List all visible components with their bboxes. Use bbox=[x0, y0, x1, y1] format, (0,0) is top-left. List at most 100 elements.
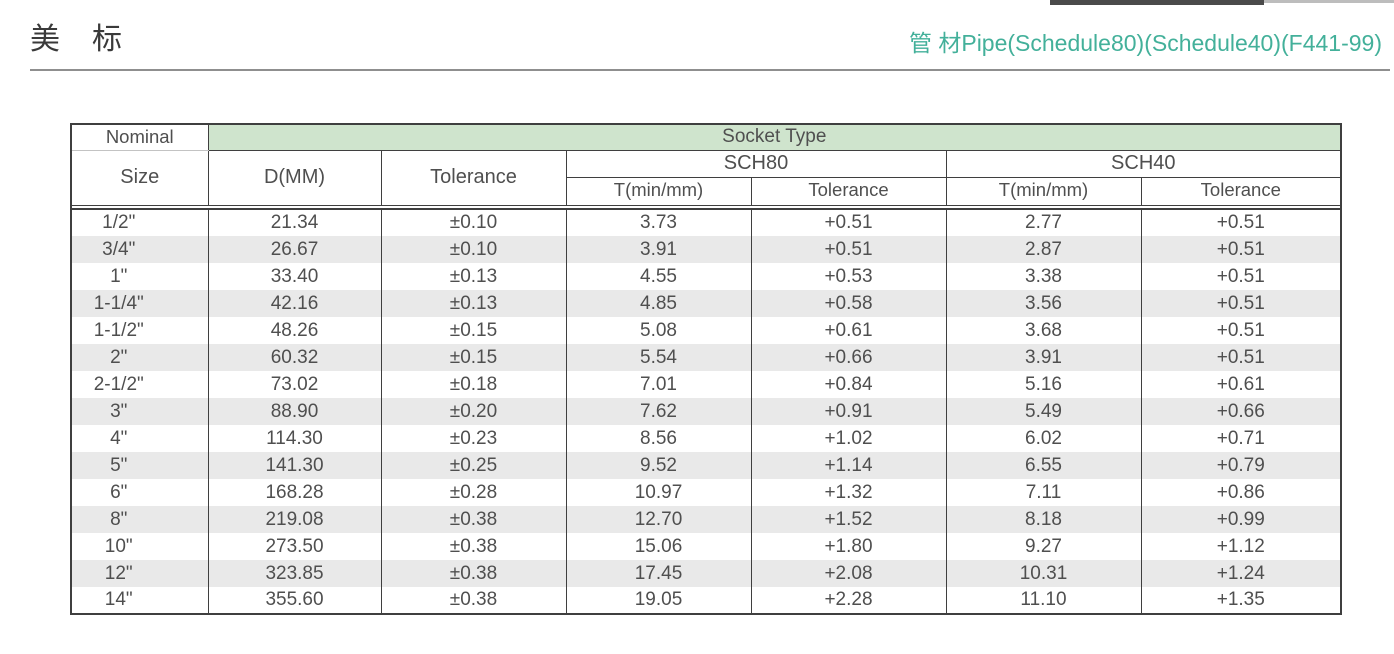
cell: ±0.38 bbox=[380, 533, 567, 560]
table-row: 4" 114.30 ±0.23 8.56 +1.02 6.02 +0.71 bbox=[70, 425, 1342, 452]
table-row: 1" 33.40 ±0.13 4.55 +0.53 3.38 +0.51 bbox=[70, 263, 1342, 290]
cell: +0.66 bbox=[750, 344, 947, 371]
table-row: 3" 88.90 ±0.20 7.62 +0.91 5.49 +0.66 bbox=[70, 398, 1342, 425]
cell: 10" bbox=[70, 533, 209, 560]
table-row: 1/2" 21.34 ±0.10 3.73 +0.51 2.77 +0.51 bbox=[70, 209, 1342, 236]
table-row: 12" 323.85 ±0.38 17.45 +2.08 10.31 +1.24 bbox=[70, 560, 1342, 587]
cell: +1.32 bbox=[750, 479, 947, 506]
cell: 4.85 bbox=[565, 290, 752, 317]
cell: +0.51 bbox=[1140, 209, 1342, 236]
cell: ±0.10 bbox=[380, 236, 567, 263]
header-sch40-tolerance: Tolerance bbox=[1140, 176, 1342, 206]
cell: 9.27 bbox=[945, 533, 1142, 560]
cell: 1-1/4" bbox=[70, 290, 209, 317]
table-row: 1-1/2" 48.26 ±0.15 5.08 +0.61 3.68 +0.51 bbox=[70, 317, 1342, 344]
cell: 2.77 bbox=[945, 209, 1142, 236]
cell: ±0.10 bbox=[380, 209, 567, 236]
header-nominal: Nominal bbox=[70, 123, 209, 151]
cell: ±0.18 bbox=[380, 371, 567, 398]
cell: 3.38 bbox=[945, 263, 1142, 290]
title-divider bbox=[30, 69, 1390, 71]
cell: 5" bbox=[70, 452, 209, 479]
cell: +1.14 bbox=[750, 452, 947, 479]
table-row: 6" 168.28 ±0.28 10.97 +1.32 7.11 +0.86 bbox=[70, 479, 1342, 506]
cell: 3/4" bbox=[70, 236, 209, 263]
cell: 1-1/2" bbox=[70, 317, 209, 344]
page-subtitle: 管 材Pipe(Schedule80)(Schedule40)(F441-99) bbox=[908, 30, 1382, 56]
cell: +0.51 bbox=[1140, 290, 1342, 317]
cell: 168.28 bbox=[207, 479, 382, 506]
cell: 9.52 bbox=[565, 452, 752, 479]
cell: 1/2" bbox=[70, 209, 209, 236]
cell: 88.90 bbox=[207, 398, 382, 425]
top-crop-bar-light bbox=[1264, 0, 1394, 3]
header-d-mm: D(MM) bbox=[207, 149, 382, 206]
cell: 5.08 bbox=[565, 317, 752, 344]
cell: 2-1/2" bbox=[70, 371, 209, 398]
cell: 14" bbox=[70, 587, 209, 614]
cell: +0.86 bbox=[1140, 479, 1342, 506]
table-header: Nominal Socket Type Size D(MM) Tolerance… bbox=[70, 123, 1342, 210]
cell: +1.52 bbox=[750, 506, 947, 533]
cell: +0.58 bbox=[750, 290, 947, 317]
cell: ±0.15 bbox=[380, 317, 567, 344]
header-socket-type: Socket Type bbox=[207, 123, 1342, 151]
cell: 3.68 bbox=[945, 317, 1142, 344]
cell: ±0.13 bbox=[380, 263, 567, 290]
page-title: 美 标 bbox=[30, 23, 123, 56]
cell: 42.16 bbox=[207, 290, 382, 317]
header-size: Size bbox=[70, 150, 209, 206]
cell: 2" bbox=[70, 344, 209, 371]
cell: 3" bbox=[70, 398, 209, 425]
table-row: 2-1/2" 73.02 ±0.18 7.01 +0.84 5.16 +0.61 bbox=[70, 371, 1342, 398]
cell: 19.05 bbox=[565, 587, 752, 614]
header-sch80-tolerance: Tolerance bbox=[750, 176, 947, 206]
cell: ±0.38 bbox=[380, 560, 567, 587]
cell: 10.97 bbox=[565, 479, 752, 506]
cell: 8.18 bbox=[945, 506, 1142, 533]
table-row: 5" 141.30 ±0.25 9.52 +1.14 6.55 +0.79 bbox=[70, 452, 1342, 479]
cell: +0.99 bbox=[1140, 506, 1342, 533]
cell: 323.85 bbox=[207, 560, 382, 587]
cell: 5.16 bbox=[945, 371, 1142, 398]
cell: 273.50 bbox=[207, 533, 382, 560]
cell: +1.02 bbox=[750, 425, 947, 452]
cell: +1.35 bbox=[1140, 587, 1342, 614]
header-sch80-tmin: T(min/mm) bbox=[565, 176, 752, 206]
cell: 1" bbox=[70, 263, 209, 290]
cell: +0.51 bbox=[1140, 263, 1342, 290]
cell: 33.40 bbox=[207, 263, 382, 290]
cell: 17.45 bbox=[565, 560, 752, 587]
cell: 7.01 bbox=[565, 371, 752, 398]
cell: 7.11 bbox=[945, 479, 1142, 506]
header-sch40-tmin: T(min/mm) bbox=[945, 176, 1142, 206]
cell: 3.91 bbox=[945, 344, 1142, 371]
cell: 60.32 bbox=[207, 344, 382, 371]
cell: 4" bbox=[70, 425, 209, 452]
cell: 73.02 bbox=[207, 371, 382, 398]
pipe-spec-table: Nominal Socket Type Size D(MM) Tolerance… bbox=[70, 123, 1343, 615]
cell: +0.61 bbox=[1140, 371, 1342, 398]
header-sch80: SCH80 bbox=[565, 149, 947, 178]
cell: 6.02 bbox=[945, 425, 1142, 452]
cell: +0.84 bbox=[750, 371, 947, 398]
cell: 5.54 bbox=[565, 344, 752, 371]
cell: 11.10 bbox=[945, 587, 1142, 614]
cell: +0.51 bbox=[1140, 236, 1342, 263]
cell: 48.26 bbox=[207, 317, 382, 344]
header-body-separator bbox=[71, 204, 1342, 210]
cell: +1.24 bbox=[1140, 560, 1342, 587]
cell: +2.08 bbox=[750, 560, 947, 587]
cell: 15.06 bbox=[565, 533, 752, 560]
table-row: 8" 219.08 ±0.38 12.70 +1.52 8.18 +0.99 bbox=[70, 506, 1342, 533]
cell: 141.30 bbox=[207, 452, 382, 479]
cell: ±0.13 bbox=[380, 290, 567, 317]
cell: 3.56 bbox=[945, 290, 1142, 317]
cell: 219.08 bbox=[207, 506, 382, 533]
cell: ±0.20 bbox=[380, 398, 567, 425]
cell: +1.12 bbox=[1140, 533, 1342, 560]
table-body: 1/2" 21.34 ±0.10 3.73 +0.51 2.77 +0.51 3/4" 26.6… bbox=[70, 209, 1342, 614]
cell: 355.60 bbox=[207, 587, 382, 614]
cell: +0.53 bbox=[750, 263, 947, 290]
cell: +0.71 bbox=[1140, 425, 1342, 452]
